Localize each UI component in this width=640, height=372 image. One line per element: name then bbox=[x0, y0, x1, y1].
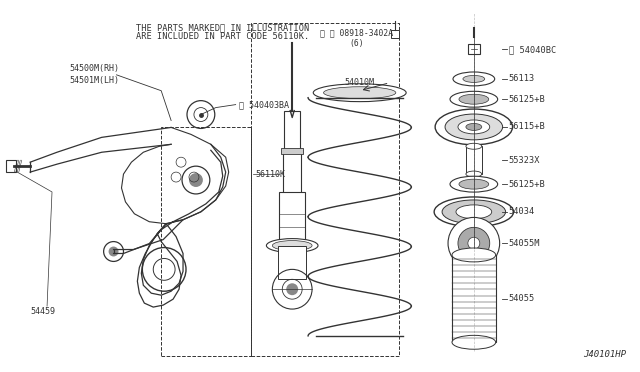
Text: 56115+B: 56115+B bbox=[509, 122, 545, 131]
Text: (6): (6) bbox=[350, 39, 364, 48]
Text: 56110K: 56110K bbox=[255, 170, 285, 179]
Text: 56113: 56113 bbox=[509, 74, 535, 83]
Bar bbox=[468, 44, 480, 54]
Bar bbox=[278, 246, 306, 279]
Bar bbox=[250, 23, 399, 356]
Ellipse shape bbox=[450, 176, 498, 192]
Text: 54034: 54034 bbox=[509, 207, 535, 217]
Ellipse shape bbox=[452, 335, 495, 349]
Bar bbox=[279, 192, 305, 241]
Bar bbox=[452, 255, 495, 342]
Text: 54500M(RH)
54501M(LH): 54500M(RH) 54501M(LH) bbox=[70, 64, 120, 85]
Bar bbox=[392, 30, 399, 38]
Ellipse shape bbox=[453, 72, 495, 86]
Text: 55323X: 55323X bbox=[509, 155, 540, 165]
Circle shape bbox=[468, 237, 480, 249]
Bar bbox=[284, 149, 301, 194]
Ellipse shape bbox=[445, 114, 502, 140]
Ellipse shape bbox=[435, 109, 513, 145]
Text: ARE INCLUDED IN PART CODE 56110K.: ARE INCLUDED IN PART CODE 56110K. bbox=[136, 32, 310, 41]
Text: THE PARTS MARKED※ IN ILLUSTRATION: THE PARTS MARKED※ IN ILLUSTRATION bbox=[136, 23, 310, 32]
Text: 54055M: 54055M bbox=[509, 239, 540, 248]
Text: ※ 54040BC: ※ 54040BC bbox=[509, 45, 556, 54]
Ellipse shape bbox=[266, 238, 318, 253]
Bar bbox=[282, 148, 303, 154]
Ellipse shape bbox=[466, 171, 482, 177]
Text: 56125+B: 56125+B bbox=[509, 180, 545, 189]
Text: 56125+B: 56125+B bbox=[509, 95, 545, 104]
Circle shape bbox=[189, 173, 203, 187]
Ellipse shape bbox=[459, 179, 489, 189]
Ellipse shape bbox=[463, 76, 484, 83]
Text: J40101HP: J40101HP bbox=[582, 350, 626, 359]
Ellipse shape bbox=[324, 87, 396, 99]
Text: 54010M: 54010M bbox=[345, 78, 375, 87]
Ellipse shape bbox=[450, 91, 498, 107]
Text: ※ 540403BA: ※ 540403BA bbox=[239, 100, 289, 109]
FancyBboxPatch shape bbox=[6, 160, 16, 172]
Bar bbox=[466, 146, 482, 174]
Ellipse shape bbox=[434, 197, 513, 227]
Ellipse shape bbox=[456, 205, 492, 219]
Text: 54459: 54459 bbox=[30, 307, 55, 315]
Circle shape bbox=[286, 283, 298, 295]
Ellipse shape bbox=[459, 94, 489, 104]
Text: ※ Ⓝ 08918-3402A: ※ Ⓝ 08918-3402A bbox=[320, 29, 393, 38]
Ellipse shape bbox=[466, 143, 482, 149]
Ellipse shape bbox=[466, 124, 482, 131]
Circle shape bbox=[448, 217, 500, 269]
Ellipse shape bbox=[442, 200, 506, 224]
Ellipse shape bbox=[273, 241, 312, 250]
Ellipse shape bbox=[458, 120, 490, 134]
Text: 54055: 54055 bbox=[509, 294, 535, 303]
Bar bbox=[161, 128, 250, 356]
Bar bbox=[284, 110, 300, 152]
Ellipse shape bbox=[452, 248, 495, 262]
Ellipse shape bbox=[313, 84, 406, 102]
Circle shape bbox=[458, 227, 490, 259]
Circle shape bbox=[109, 247, 118, 256]
